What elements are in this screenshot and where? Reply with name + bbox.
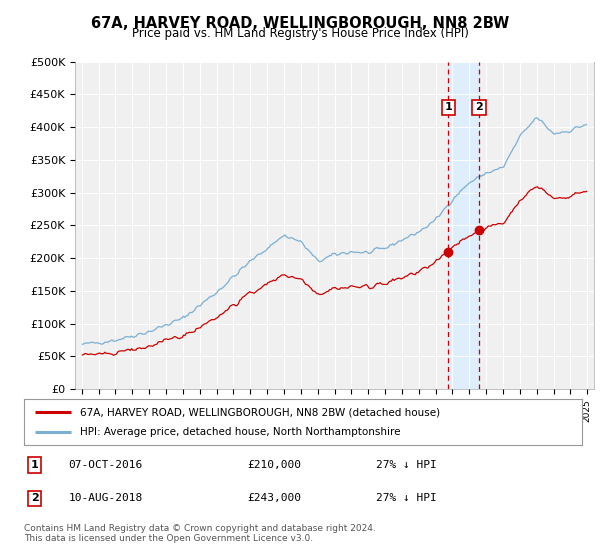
Text: 1: 1 <box>31 460 38 470</box>
Bar <box>448 62 479 389</box>
Text: 67A, HARVEY ROAD, WELLINGBOROUGH, NN8 2BW: 67A, HARVEY ROAD, WELLINGBOROUGH, NN8 2B… <box>91 16 509 31</box>
Text: 1: 1 <box>445 102 452 113</box>
Text: £210,000: £210,000 <box>247 460 301 470</box>
Text: Price paid vs. HM Land Registry's House Price Index (HPI): Price paid vs. HM Land Registry's House … <box>131 27 469 40</box>
Text: HPI: Average price, detached house, North Northamptonshire: HPI: Average price, detached house, Nort… <box>80 427 400 437</box>
Text: Contains HM Land Registry data © Crown copyright and database right 2024.
This d: Contains HM Land Registry data © Crown c… <box>24 524 376 543</box>
Text: 67A, HARVEY ROAD, WELLINGBOROUGH, NN8 2BW (detached house): 67A, HARVEY ROAD, WELLINGBOROUGH, NN8 2B… <box>80 407 440 417</box>
Text: 2: 2 <box>475 102 483 113</box>
Text: 07-OCT-2016: 07-OCT-2016 <box>68 460 143 470</box>
Text: 10-AUG-2018: 10-AUG-2018 <box>68 493 143 503</box>
Text: £243,000: £243,000 <box>247 493 301 503</box>
Text: 2: 2 <box>31 493 38 503</box>
Text: 27% ↓ HPI: 27% ↓ HPI <box>376 460 436 470</box>
Text: 27% ↓ HPI: 27% ↓ HPI <box>376 493 436 503</box>
